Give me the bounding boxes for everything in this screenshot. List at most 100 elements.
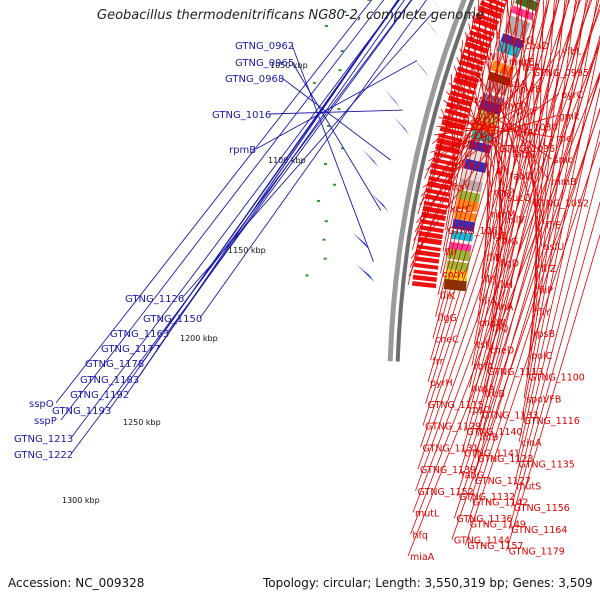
left-gene-label: sspO — [29, 399, 54, 410]
left-leader-line — [291, 44, 374, 262]
gene-forward-strand — [427, 181, 452, 191]
right-leader-line — [471, 0, 550, 366]
gene-forward-strand — [417, 236, 443, 246]
kbp-tick-label: 1150 kbp — [228, 246, 266, 255]
right-leader-line — [447, 6, 476, 209]
right-leader-line — [511, 166, 600, 508]
right-leader-line — [414, 66, 521, 232]
right-leader-line — [420, 0, 570, 448]
right-gene-label: GTNG_1157 — [467, 541, 523, 552]
gene-forward-strand — [466, 36, 491, 49]
right-leader-line — [438, 117, 555, 138]
right-leader-line — [445, 0, 485, 230]
right-leader-line — [453, 75, 600, 519]
right-gene-label: GTNG_1164 — [511, 525, 567, 536]
right-gene-label: flgG — [438, 313, 457, 324]
right-gene-label: GTNG_1123 — [477, 454, 533, 465]
gene-reverse-strand — [423, 16, 439, 37]
gene-reverse-strand — [393, 116, 410, 136]
right-gene-label: GTNG_1052 — [533, 199, 589, 210]
left-leader-line — [268, 109, 403, 115]
right-gene-label: rnmB — [551, 177, 577, 188]
right-gene-label: plsX — [455, 161, 476, 172]
right-leader-line — [442, 0, 492, 252]
right-gene-label: ylbL — [562, 46, 582, 57]
right-gene-label: GTNG_1115 — [428, 400, 484, 411]
gene-forward-strand — [422, 205, 447, 215]
right-leader-line — [478, 0, 522, 301]
gene-forward-strand — [423, 201, 448, 209]
right-leader-line — [451, 108, 600, 540]
right-gene-label: fliH — [497, 280, 513, 291]
right-gene-label: mutL — [415, 509, 440, 520]
right-leader-line — [440, 0, 500, 274]
right-gene-label: GTNG_1136 — [456, 514, 512, 525]
right-leader-line — [417, 0, 581, 470]
right-gene-label: GTNG_0995 — [533, 68, 589, 79]
kbp-tick-label: 1050 kbp — [270, 61, 308, 70]
left-gene-label: GTNG_1163 — [110, 329, 169, 340]
right-leader-line — [440, 108, 456, 143]
right-leader-line — [484, 0, 558, 372]
right-gene-label: GTNG_1100 — [529, 373, 585, 384]
right-leader-line — [456, 40, 600, 497]
right-leader-line — [483, 0, 503, 257]
right-gene-label: coaD — [525, 41, 549, 52]
gene-reverse-strand — [384, 88, 401, 109]
right-leader-line — [437, 0, 507, 296]
left-leader-line — [70, 0, 412, 455]
gene-forward-strand — [468, 30, 493, 43]
right-gene-label: GTNG_1144 — [454, 536, 510, 547]
right-leader-line — [466, 0, 570, 410]
left-gene-label: GTNG_1177 — [101, 344, 160, 355]
feature-track-block — [446, 260, 470, 272]
right-gene-label: recG — [458, 139, 480, 150]
right-leader-line — [412, 8, 600, 513]
gene-forward-strand — [419, 225, 444, 234]
right-gene-label: GTNG_1129 — [425, 422, 481, 433]
right-gene-label: cinA — [521, 438, 542, 449]
right-leader-line — [459, 48, 550, 182]
gene-forward-strand — [415, 249, 441, 258]
right-gene-label: cheD — [490, 345, 514, 356]
kbp-tick-label: 1250 kbp — [123, 418, 161, 427]
right-gene-label: rbfA — [474, 362, 494, 373]
feature-track-block — [463, 158, 488, 174]
right-gene-label: GTNG_1152 — [418, 487, 474, 498]
right-gene-label: ftsY — [453, 182, 471, 193]
gene-reverse-strand — [433, 0, 440, 10]
right-gene-label: GTNG_1139 — [420, 465, 476, 476]
left-leader-line — [70, 0, 400, 439]
right-gene-label: ftsA — [522, 63, 541, 74]
gene-forward-strand — [418, 230, 443, 240]
right-leader-line — [468, 0, 560, 388]
right-gene-label: GTNG_1063 — [448, 226, 504, 237]
right-gene-label: hfq — [413, 530, 428, 541]
feature-dot — [338, 69, 342, 72]
left-gene-label: GTNG_0962 — [235, 41, 294, 52]
left-gene-label: GTNG_0968 — [225, 74, 284, 85]
right-leader-line — [422, 93, 560, 188]
gene-forward-strand — [424, 193, 450, 203]
right-leader-line — [435, 0, 515, 317]
gene-forward-strand — [430, 163, 456, 173]
right-gene-label: GTNG_1127 — [475, 476, 531, 487]
left-leader-line — [199, 0, 427, 319]
right-leader-line — [494, 0, 519, 285]
left-gene-label: rpmB — [229, 145, 256, 156]
right-leader-line — [497, 0, 509, 263]
left-leader-line — [157, 0, 405, 349]
right-leader-line — [477, 0, 589, 437]
gene-reverse-strand — [371, 193, 389, 212]
right-leader-line — [409, 44, 524, 268]
right-gene-label: cheC — [435, 335, 459, 346]
right-leader-line — [532, 0, 538, 290]
gene-forward-strand — [425, 188, 451, 197]
feature-dot — [343, 10, 347, 13]
feature-dot — [312, 81, 316, 84]
right-gene-label: hslV — [505, 215, 526, 226]
right-leader-line — [473, 0, 540, 345]
left-gene-label: GTNG_1193 — [52, 406, 111, 417]
right-leader-line — [430, 0, 532, 361]
